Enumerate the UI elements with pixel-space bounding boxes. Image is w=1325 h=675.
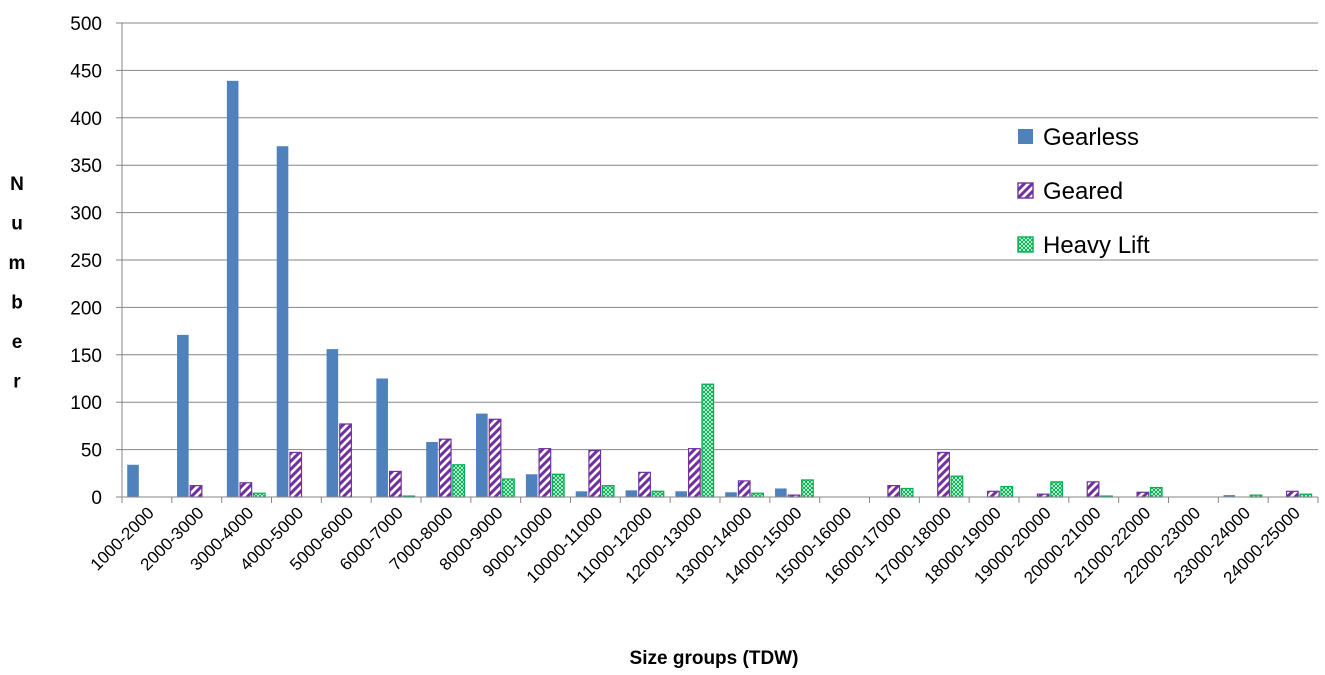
y-tick-label: 300 bbox=[70, 204, 102, 225]
y-axis-title-char: m bbox=[9, 253, 26, 274]
y-tick-label: 150 bbox=[70, 346, 102, 367]
bar-gearless-1000-2000 bbox=[127, 464, 139, 497]
y-axis-title-char: e bbox=[12, 332, 23, 353]
bar-geared-8000-9000 bbox=[488, 418, 502, 498]
bar-heavy-lift-9000-10000 bbox=[551, 473, 565, 498]
y-tick-label: 350 bbox=[70, 156, 102, 177]
bar-heavy-lift-13000-14000 bbox=[751, 492, 765, 498]
bar-geared-12000-13000 bbox=[687, 448, 701, 498]
bar-geared-18000-19000 bbox=[986, 490, 1000, 498]
bar-gearless-4000-5000 bbox=[276, 146, 289, 498]
bar-geared-6000-7000 bbox=[388, 470, 402, 498]
bar-geared-2000-3000 bbox=[189, 485, 203, 498]
bar-heavy-lift-18000-19000 bbox=[1000, 485, 1014, 498]
bar-gearless-12000-13000 bbox=[675, 491, 687, 497]
bar-geared-17000-18000 bbox=[937, 451, 950, 498]
axes bbox=[116, 22, 1319, 503]
bar-heavy-lift-17000-18000 bbox=[950, 475, 964, 498]
legend-swatch-heavy-lift bbox=[1017, 236, 1034, 253]
bar-geared-20000-21000 bbox=[1086, 481, 1100, 498]
y-axis-title-char: r bbox=[13, 372, 21, 393]
bar-heavy-lift-3000-4000 bbox=[252, 492, 266, 498]
y-axis-tick-labels: 0 50 100 150 200 250 300 350 400 450 500 bbox=[70, 14, 102, 509]
y-tick-label: 100 bbox=[70, 393, 102, 414]
y-axis-title-char: N bbox=[10, 174, 24, 195]
bar-geared-3000-4000 bbox=[239, 482, 253, 498]
bar-gearless-3000-4000 bbox=[226, 80, 239, 497]
legend-swatch-geared bbox=[1017, 182, 1034, 199]
bar-gearless-5000-6000 bbox=[326, 349, 339, 497]
bar-geared-16000-17000 bbox=[887, 485, 901, 498]
y-tick-label: 50 bbox=[81, 441, 102, 462]
bar-heavy-lift-12000-13000 bbox=[701, 383, 715, 498]
bar-geared-5000-6000 bbox=[339, 423, 352, 498]
bar-geared-4000-5000 bbox=[289, 451, 303, 498]
bar-gearless-2000-3000 bbox=[177, 334, 189, 497]
bar-geared-21000-22000 bbox=[1136, 491, 1150, 498]
legend-swatch-gearless bbox=[1018, 129, 1033, 144]
bar-geared-7000-8000 bbox=[438, 438, 452, 498]
legend-label-geared: Geared bbox=[1043, 178, 1123, 205]
legend-label-heavy-lift: Heavy Lift bbox=[1043, 232, 1150, 259]
bar-heavy-lift-14000-15000 bbox=[801, 479, 814, 498]
bar-gearless-13000-14000 bbox=[725, 492, 737, 497]
y-axis-title-char: u bbox=[11, 214, 23, 235]
bar-geared-24000-25000 bbox=[1285, 490, 1299, 498]
bar-heavy-lift-8000-9000 bbox=[502, 478, 515, 498]
legend-label-gearless: Gearless bbox=[1043, 124, 1139, 151]
y-tick-label: 450 bbox=[70, 61, 102, 82]
bar-heavy-lift-10000-11000 bbox=[601, 485, 615, 498]
bar-heavy-lift-7000-8000 bbox=[452, 464, 466, 498]
y-axis-title-char: b bbox=[11, 293, 23, 314]
legend: Gearless Geared Heavy Lift bbox=[1017, 124, 1150, 259]
bar-gearless-6000-7000 bbox=[376, 378, 388, 497]
y-tick-label: 250 bbox=[70, 251, 102, 272]
bar-gearless-7000-8000 bbox=[426, 442, 438, 497]
bar-geared-10000-11000 bbox=[588, 449, 602, 498]
x-axis-title: Size groups (TDW) bbox=[630, 648, 799, 669]
y-tick-label: 200 bbox=[70, 298, 102, 319]
bar-gearless-8000-9000 bbox=[476, 413, 488, 497]
gridlines bbox=[122, 22, 1318, 451]
bar-geared-13000-14000 bbox=[737, 480, 751, 498]
bar-heavy-lift-21000-22000 bbox=[1149, 486, 1163, 498]
bar-gearless-11000-12000 bbox=[625, 490, 638, 497]
y-tick-label: 0 bbox=[91, 488, 102, 509]
bar-gearless-10000-11000 bbox=[575, 491, 588, 497]
y-tick-label: 400 bbox=[70, 109, 102, 130]
bar-heavy-lift-11000-12000 bbox=[651, 490, 665, 498]
bar-heavy-lift-16000-17000 bbox=[900, 487, 914, 498]
bar-geared-11000-12000 bbox=[638, 471, 651, 498]
x-axis-tick-labels: 1000-20002000-30003000-40004000-50005000… bbox=[87, 503, 1304, 587]
bar-gearless-9000-10000 bbox=[525, 474, 538, 497]
bar-gearless-14000-15000 bbox=[775, 488, 787, 497]
bar-geared-9000-10000 bbox=[538, 448, 552, 498]
bar-gearless-23000-24000 bbox=[1223, 495, 1236, 497]
y-tick-label: 500 bbox=[70, 14, 102, 35]
bar-heavy-lift-19000-20000 bbox=[1050, 481, 1064, 498]
